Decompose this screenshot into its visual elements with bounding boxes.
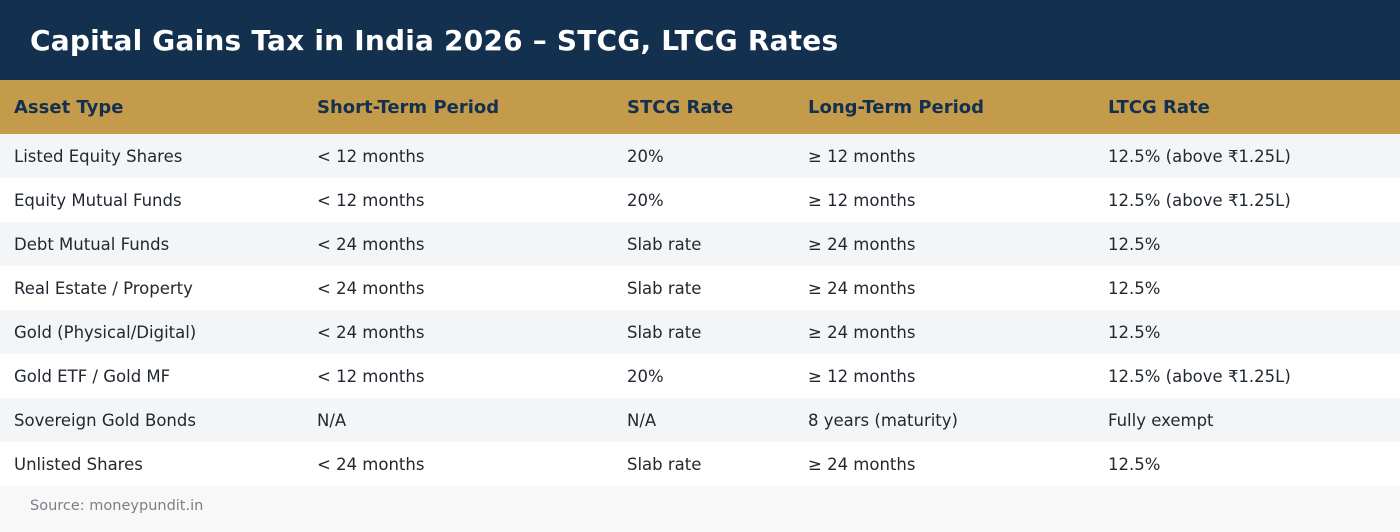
header-long-term-period: Long-Term Period	[794, 80, 1094, 134]
capital-gains-table: Asset Type Short-Term Period STCG Rate L…	[0, 80, 1400, 486]
cell-stcg-rate: Slab rate	[613, 222, 794, 266]
cell-short-term-period: < 24 months	[303, 442, 613, 486]
cell-ltcg-rate: 12.5%	[1094, 222, 1400, 266]
cell-short-term-period: < 12 months	[303, 354, 613, 398]
cell-long-term-period: 8 years (maturity)	[794, 398, 1094, 442]
cell-ltcg-rate: 12.5%	[1094, 310, 1400, 354]
table-row: Equity Mutual Funds < 12 months 20% ≥ 12…	[0, 178, 1400, 222]
cell-short-term-period: < 24 months	[303, 266, 613, 310]
cell-short-term-period: < 12 months	[303, 134, 613, 178]
cell-long-term-period: ≥ 24 months	[794, 222, 1094, 266]
header-ltcg-rate: LTCG Rate	[1094, 80, 1400, 134]
cell-asset-type: Sovereign Gold Bonds	[0, 398, 303, 442]
cell-ltcg-rate: 12.5%	[1094, 442, 1400, 486]
cell-short-term-period: < 24 months	[303, 222, 613, 266]
cell-ltcg-rate: Fully exempt	[1094, 398, 1400, 442]
cell-long-term-period: ≥ 24 months	[794, 266, 1094, 310]
cell-asset-type: Listed Equity Shares	[0, 134, 303, 178]
page-title: Capital Gains Tax in India 2026 – STCG, …	[30, 23, 839, 57]
cell-ltcg-rate: 12.5%	[1094, 266, 1400, 310]
cell-asset-type: Equity Mutual Funds	[0, 178, 303, 222]
header-asset-type: Asset Type	[0, 80, 303, 134]
cell-short-term-period: N/A	[303, 398, 613, 442]
table-row: Gold (Physical/Digital) < 24 months Slab…	[0, 310, 1400, 354]
cell-ltcg-rate: 12.5% (above ₹1.25L)	[1094, 178, 1400, 222]
cell-asset-type: Debt Mutual Funds	[0, 222, 303, 266]
source-note: Source: moneypundit.in	[30, 498, 204, 514]
title-bar: Capital Gains Tax in India 2026 – STCG, …	[0, 0, 1400, 80]
table-row: Real Estate / Property < 24 months Slab …	[0, 266, 1400, 310]
cell-short-term-period: < 12 months	[303, 178, 613, 222]
cell-long-term-period: ≥ 12 months	[794, 178, 1094, 222]
cell-short-term-period: < 24 months	[303, 310, 613, 354]
cell-asset-type: Gold ETF / Gold MF	[0, 354, 303, 398]
cell-stcg-rate: Slab rate	[613, 310, 794, 354]
cell-stcg-rate: 20%	[613, 178, 794, 222]
header-stcg-rate: STCG Rate	[613, 80, 794, 134]
cell-long-term-period: ≥ 24 months	[794, 442, 1094, 486]
table-row: Debt Mutual Funds < 24 months Slab rate …	[0, 222, 1400, 266]
cell-asset-type: Real Estate / Property	[0, 266, 303, 310]
cell-asset-type: Unlisted Shares	[0, 442, 303, 486]
cell-stcg-rate: Slab rate	[613, 266, 794, 310]
cell-ltcg-rate: 12.5% (above ₹1.25L)	[1094, 134, 1400, 178]
table-row: Gold ETF / Gold MF < 12 months 20% ≥ 12 …	[0, 354, 1400, 398]
cell-long-term-period: ≥ 24 months	[794, 310, 1094, 354]
cell-stcg-rate: Slab rate	[613, 442, 794, 486]
cell-stcg-rate: 20%	[613, 134, 794, 178]
cell-long-term-period: ≥ 12 months	[794, 354, 1094, 398]
table-row: Unlisted Shares < 24 months Slab rate ≥ …	[0, 442, 1400, 486]
cell-stcg-rate: 20%	[613, 354, 794, 398]
cell-long-term-period: ≥ 12 months	[794, 134, 1094, 178]
table-row: Sovereign Gold Bonds N/A N/A 8 years (ma…	[0, 398, 1400, 442]
cell-ltcg-rate: 12.5% (above ₹1.25L)	[1094, 354, 1400, 398]
table-row: Listed Equity Shares < 12 months 20% ≥ 1…	[0, 134, 1400, 178]
table-header-row: Asset Type Short-Term Period STCG Rate L…	[0, 80, 1400, 134]
header-short-term-period: Short-Term Period	[303, 80, 613, 134]
cell-asset-type: Gold (Physical/Digital)	[0, 310, 303, 354]
cell-stcg-rate: N/A	[613, 398, 794, 442]
